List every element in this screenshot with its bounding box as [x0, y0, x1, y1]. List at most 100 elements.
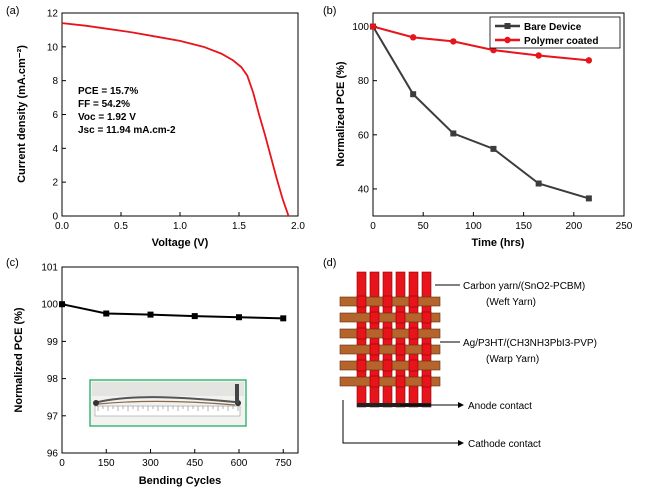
panel-a: (a) 0.0 0.5 1.0 1.5 2.0 0 2 4 6 8 10 12 Voltage (V…	[6, 5, 305, 249]
panel-c-x-tick-label: 450	[186, 458, 203, 469]
arrow-anode-icon	[458, 402, 464, 408]
weft-yarn	[339, 344, 441, 355]
panel-b-y-tick-label: 80	[358, 76, 370, 87]
warp-crossing	[408, 359, 419, 372]
legend-marker-bare	[504, 23, 511, 29]
panel-a-annotation-ff: FF = 54.2%	[78, 99, 130, 110]
panel-a-y-tick-label: 4	[52, 144, 58, 155]
anode-bus-bar	[357, 403, 431, 407]
bending-line	[61, 303, 284, 320]
panel-c-frame	[61, 266, 299, 454]
panel-b-x-tick-label: 0	[370, 221, 376, 232]
warp-crossing	[356, 359, 367, 372]
arrow-cathode-icon	[458, 440, 464, 446]
panel-b-y-tick-label: 60	[358, 130, 370, 141]
bending-point	[147, 311, 154, 318]
panel-c-y-tick-label: 98	[47, 374, 59, 385]
series-line-0	[372, 26, 590, 200]
panel-b-x-tick-label: 150	[515, 221, 532, 232]
panel-c-x-ticks: 0 150 300 450 600 750	[59, 449, 292, 469]
bending-point	[103, 310, 110, 317]
warp-crossing	[408, 295, 419, 308]
panel-a-x-tick-label: 0.5	[114, 221, 128, 232]
label-warp-yarn: (Warp Yarn)	[486, 354, 539, 365]
panel-c-y-tick-label: 99	[47, 337, 59, 348]
point-bare-device	[535, 180, 542, 187]
warp-yarn	[408, 271, 419, 408]
point-polymer-coated	[490, 46, 497, 54]
point-polymer-coated	[409, 34, 417, 41]
jv-curve-line	[61, 22, 290, 217]
panel-c-x-tick-label: 150	[98, 458, 115, 469]
inset-background	[92, 382, 244, 396]
panel-c-x-tick-label: 0	[59, 458, 65, 469]
point-bare-device	[490, 145, 497, 152]
panel-c-x-tick-label: 300	[142, 458, 159, 469]
panel-b-x-tick-label: 200	[565, 221, 582, 232]
panel-b-x-label: Time (hrs)	[472, 237, 525, 249]
panel-c-y-tick-label: 97	[47, 411, 59, 422]
panel-a-y-label: Current density (mA.cm⁻²)	[16, 45, 28, 183]
warp-crossing	[421, 343, 432, 356]
warp-crossing	[369, 375, 380, 388]
panel-a-x-label: Voltage (V)	[152, 237, 209, 249]
panel-c-x-label: Bending Cycles	[139, 475, 222, 487]
bending-point	[191, 313, 198, 320]
panel-b-x-tick-label: 50	[418, 221, 430, 232]
inset-device-fiber-2-icon	[97, 400, 236, 406]
panel-a-x-ticks: 0.0 0.5 1.0 1.5 2.0	[55, 212, 305, 232]
panel-b-series	[369, 23, 593, 202]
panel-b-legend: Bare Device Polymer coated	[489, 16, 621, 49]
inset-device-fiber-icon	[97, 396, 236, 403]
warp-crossing	[369, 343, 380, 356]
label-anode-contact: Anode contact	[468, 401, 532, 412]
panel-c-y-tick-label: 101	[41, 263, 58, 274]
label-cathode-contact: Cathode contact	[468, 439, 541, 450]
point-polymer-coated	[585, 57, 593, 64]
ruler-icon	[94, 405, 241, 417]
panel-b-y-tick-label: 100	[352, 22, 369, 33]
panel-c-x-tick-label: 600	[231, 458, 248, 469]
point-polymer-coated	[535, 52, 542, 59]
panel-b-x-tick-label: 250	[616, 221, 633, 232]
inset-wire-icon	[235, 384, 239, 404]
panel-c-inset-photo	[89, 379, 247, 427]
panel-c-series	[59, 301, 287, 322]
panel-b-letter: (b)	[323, 5, 336, 17]
legend-label-bare: Bare Device	[524, 22, 582, 33]
panel-a-y-tick-label: 12	[47, 9, 59, 20]
panel-a-series	[61, 22, 290, 217]
point-bare-device	[410, 91, 417, 98]
warp-crossing	[369, 311, 380, 324]
warp-yarn	[382, 271, 393, 408]
warp-crossing	[356, 327, 367, 340]
inset-clip-left-icon	[93, 400, 99, 406]
warp-crossing	[382, 359, 393, 372]
weft-yarn	[339, 376, 441, 387]
panel-d: (d) Carbon yarn/(SnO2-PCBM) (Weft Yarn) …	[323, 257, 597, 450]
warp-crossing	[382, 295, 393, 308]
series-line-1	[372, 25, 589, 62]
leader-cathode	[342, 400, 458, 444]
point-bare-device	[450, 130, 457, 137]
warp-yarn	[356, 271, 367, 408]
panel-a-y-tick-label: 0	[52, 212, 58, 223]
panel-c-y-label: Normalized PCE (%)	[13, 307, 25, 412]
warp-crossing	[421, 311, 432, 324]
warp-crossing	[408, 327, 419, 340]
panel-a-y-ticks: 0 2 4 6 8 10 12	[47, 9, 66, 223]
weft-yarn	[339, 312, 441, 323]
warp-crossing	[395, 375, 406, 388]
panel-a-x-tick-label: 1.0	[173, 221, 187, 232]
warp-crossing	[421, 375, 432, 388]
point-polymer-coated	[369, 23, 377, 30]
panel-a-y-tick-label: 6	[52, 110, 58, 121]
panel-a-annotation-jsc: Jsc = 11.94 mA.cm-2	[78, 125, 176, 136]
panel-c-y-tick-label: 100	[41, 300, 58, 311]
panel-a-x-tick-label: 2.0	[291, 221, 305, 232]
ruler-ticks	[97, 406, 239, 411]
label-warp-material: Ag/P3HT/(CH3NH3PbI3-PVP)	[463, 338, 597, 349]
panel-a-y-tick-label: 8	[52, 76, 58, 87]
panel-a-annotation-voc: Voc = 1.92 V	[78, 112, 136, 123]
panel-b-y-tick-label: 40	[358, 184, 370, 195]
